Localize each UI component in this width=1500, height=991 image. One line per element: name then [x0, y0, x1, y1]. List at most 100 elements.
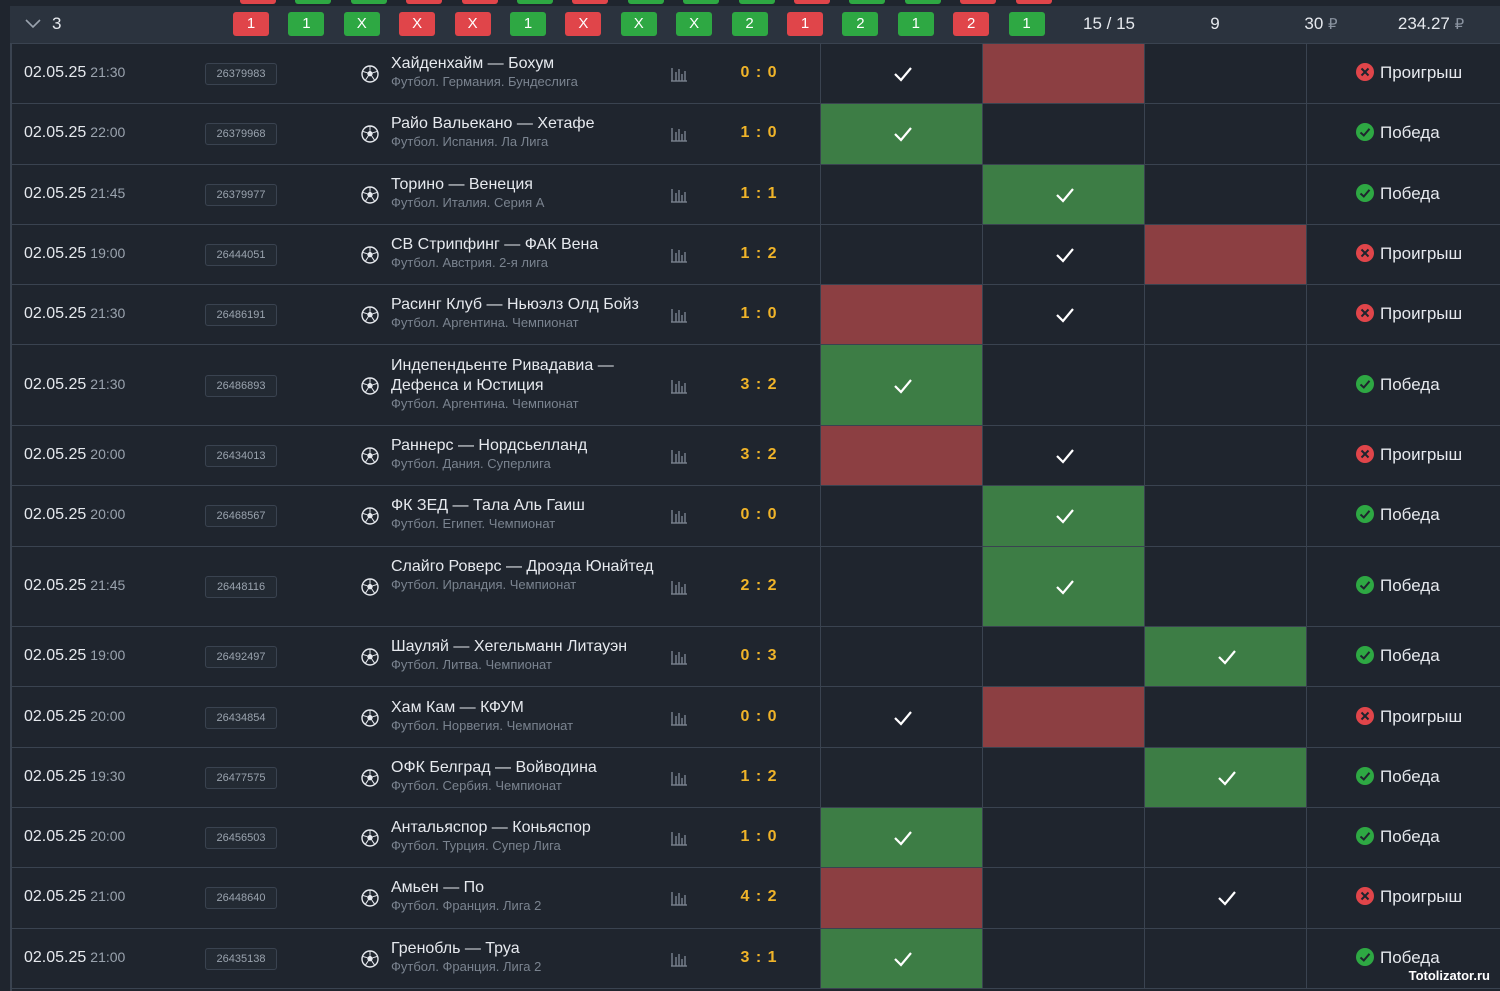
- match-date: 02.05.25: [24, 446, 87, 464]
- statistics-icon[interactable]: [670, 830, 688, 846]
- event-id[interactable]: 26468567: [205, 505, 277, 528]
- match-league: Футбол. Литва. Чемпионат: [391, 657, 552, 673]
- top-strip-tick: [517, 0, 553, 4]
- statistics-icon[interactable]: [670, 649, 688, 665]
- match-league: Футбол. Италия. Серия А: [391, 194, 545, 210]
- result-divider: [1306, 425, 1307, 486]
- statistics-icon[interactable]: [670, 890, 688, 907]
- match-result: Проигрыш: [1356, 304, 1462, 324]
- outcome-cell-1: [820, 104, 982, 164]
- statistics-icon[interactable]: [670, 770, 688, 786]
- table-row[interactable]: 02.05.25 20:00 26434854 Хам Кам — КФУМ Футбо…: [12, 687, 1500, 748]
- match-score: 1 : 0: [740, 305, 778, 323]
- result-label: Победа: [1380, 646, 1440, 666]
- table-row[interactable]: 02.05.25 21:45 26379977 Торино — Венеция Фут…: [12, 164, 1500, 225]
- outcome-cell-3: [1144, 807, 1306, 868]
- event-id[interactable]: 26486191: [205, 304, 277, 327]
- pick-pill: 1: [1008, 12, 1045, 36]
- outcome-cell-2: [982, 807, 1144, 868]
- table-row[interactable]: 02.05.25 21:30 26379983 Хайденхайм — Бохум Ф…: [12, 44, 1500, 105]
- statistics-icon[interactable]: [670, 448, 688, 464]
- match-teams[interactable]: Раннерс — Нордсьелланд: [391, 437, 588, 455]
- statistics-icon[interactable]: [670, 247, 688, 263]
- statistics-icon[interactable]: [670, 508, 688, 525]
- match-teams[interactable]: Хайденхайм — Бохум: [391, 55, 555, 73]
- outcome-cell-3: [1144, 285, 1306, 345]
- match-teams[interactable]: Слайго Роверс — Дроэда Юнайтед: [391, 557, 654, 575]
- outcome-cell-3: [1144, 486, 1306, 546]
- table-row[interactable]: 02.05.25 21:00 26448640 Амьен — По Футбол. Ф…: [12, 868, 1500, 929]
- match-teams[interactable]: СВ Стрипфинг — ФАК Вена: [391, 236, 599, 254]
- match-score: 0 : 3: [740, 647, 778, 665]
- table-row[interactable]: 02.05.25 19:00 26444051 СВ Стрипфинг — ФАК …: [12, 224, 1500, 286]
- top-strip-tick: [904, 0, 941, 4]
- match-league: Футбол. Сербия. Чемпионат: [391, 777, 562, 793]
- match-date: 02.05.25: [24, 828, 87, 846]
- outcome-cell-2: [982, 747, 1144, 807]
- statistics-icon[interactable]: [670, 187, 688, 203]
- table-row[interactable]: 02.05.25 19:30 26477575 ОФК Белград — Войво…: [12, 747, 1500, 808]
- event-id[interactable]: 26379968: [205, 123, 277, 146]
- match-date: 02.05.25: [24, 184, 87, 202]
- table-row[interactable]: 02.05.25 21:45 26448116 Слайго Роверс — Дро…: [12, 546, 1500, 628]
- check-icon: [893, 126, 913, 143]
- statistics-icon[interactable]: [670, 710, 688, 726]
- event-id[interactable]: 26492497: [205, 646, 277, 669]
- match-teams[interactable]: Шауляй — Хегельманн Литауэн: [391, 638, 628, 656]
- outcome-cell-1: [820, 868, 982, 928]
- table-row[interactable]: 02.05.25 21:30 26486893 Индепендьенте Ривад…: [12, 345, 1500, 426]
- table-row[interactable]: 02.05.25 20:00 26456503 Антальяспор — Конья…: [12, 807, 1500, 869]
- event-id[interactable]: 26434013: [205, 445, 277, 468]
- table-row[interactable]: 02.05.25 22:00 26379968 Райо Вальекано — Хе…: [12, 104, 1500, 165]
- match-teams[interactable]: Антальяспор — Коньяспор: [391, 819, 591, 837]
- statistics-icon[interactable]: [670, 66, 688, 82]
- matches-table: 02.05.25 21:30 26379983 Хайденхайм — Бохум Ф…: [12, 44, 1500, 989]
- football-icon: [361, 377, 379, 395]
- statistics-icon[interactable]: [670, 378, 688, 394]
- event-id[interactable]: 26379983: [205, 63, 277, 86]
- event-id[interactable]: 26486893: [205, 374, 277, 397]
- match-teams[interactable]: Гренобль — Труа: [391, 939, 520, 957]
- outcome-cell-1: [820, 486, 982, 546]
- table-row[interactable]: 02.05.25 20:00 26468567 ФК ЗЕД — Тала Аль Г…: [12, 486, 1500, 547]
- statistics-icon[interactable]: [670, 951, 688, 967]
- chevron-down-icon[interactable]: [24, 17, 42, 31]
- statistics-icon[interactable]: [670, 579, 688, 595]
- table-row[interactable]: 02.05.25 20:00 26434013 Раннерс — Нордсьелл…: [12, 425, 1500, 487]
- match-teams[interactable]: Хам Кам — КФУМ: [391, 698, 524, 716]
- event-id[interactable]: 26448116: [205, 575, 277, 598]
- event-id[interactable]: 26456503: [205, 827, 277, 850]
- event-id[interactable]: 26477575: [205, 766, 277, 789]
- match-date: 02.05.25: [24, 506, 87, 524]
- event-id[interactable]: 26434854: [205, 706, 277, 729]
- match-teams[interactable]: Райо Вальекано — Хетафе: [391, 115, 595, 133]
- match-teams[interactable]: ФК ЗЕД — Тала Аль Гаиш: [391, 497, 585, 515]
- top-strip-tick: [240, 0, 276, 4]
- event-id[interactable]: 26435138: [205, 947, 277, 970]
- match-time: 20:00: [90, 446, 126, 463]
- top-strip-tick: [461, 0, 498, 4]
- match-teams[interactable]: Расинг Клуб — Ньюэлз Олд Бойз: [391, 296, 639, 314]
- outcome-cell-1: [820, 807, 982, 868]
- outcome-cell-1: [820, 224, 982, 285]
- result-label: Проигрыш: [1380, 445, 1463, 465]
- match-teams[interactable]: Амьен — По: [391, 879, 485, 897]
- outcome-cell-1: [820, 285, 982, 345]
- match-teams[interactable]: Торино — Венеция: [391, 175, 533, 193]
- event-id[interactable]: 26448640: [205, 887, 277, 910]
- outcome-cell-3: [1144, 224, 1306, 285]
- statistics-icon[interactable]: [670, 307, 688, 324]
- event-id[interactable]: 26444051: [205, 244, 277, 267]
- match-result: Победа: [1356, 183, 1440, 204]
- match-teams[interactable]: Индепендьенте Ривадавиа — Дефенса и Юсти…: [391, 356, 614, 394]
- match-teams[interactable]: ОФК Белград — Войводина: [391, 758, 597, 776]
- statistics-icon[interactable]: [670, 126, 688, 143]
- table-row[interactable]: 02.05.25 19:00 26492497 Шауляй — Хегельманн…: [12, 627, 1500, 688]
- table-row[interactable]: 02.05.25 21:00 26435138 Гренобль — Труа Футб…: [12, 928, 1500, 989]
- top-strip-tick: [683, 0, 720, 4]
- event-id[interactable]: 26379977: [205, 183, 277, 206]
- outcome-cell-1: [820, 44, 982, 104]
- match-info: Слайго Роверс — Дроэда Юнайтед Футбол. Ир…: [391, 557, 661, 593]
- match-datetime: 02.05.25 22:00: [24, 124, 125, 142]
- table-row[interactable]: 02.05.25 21:30 26486191 Расинг Клуб — Ньюэл…: [12, 285, 1500, 346]
